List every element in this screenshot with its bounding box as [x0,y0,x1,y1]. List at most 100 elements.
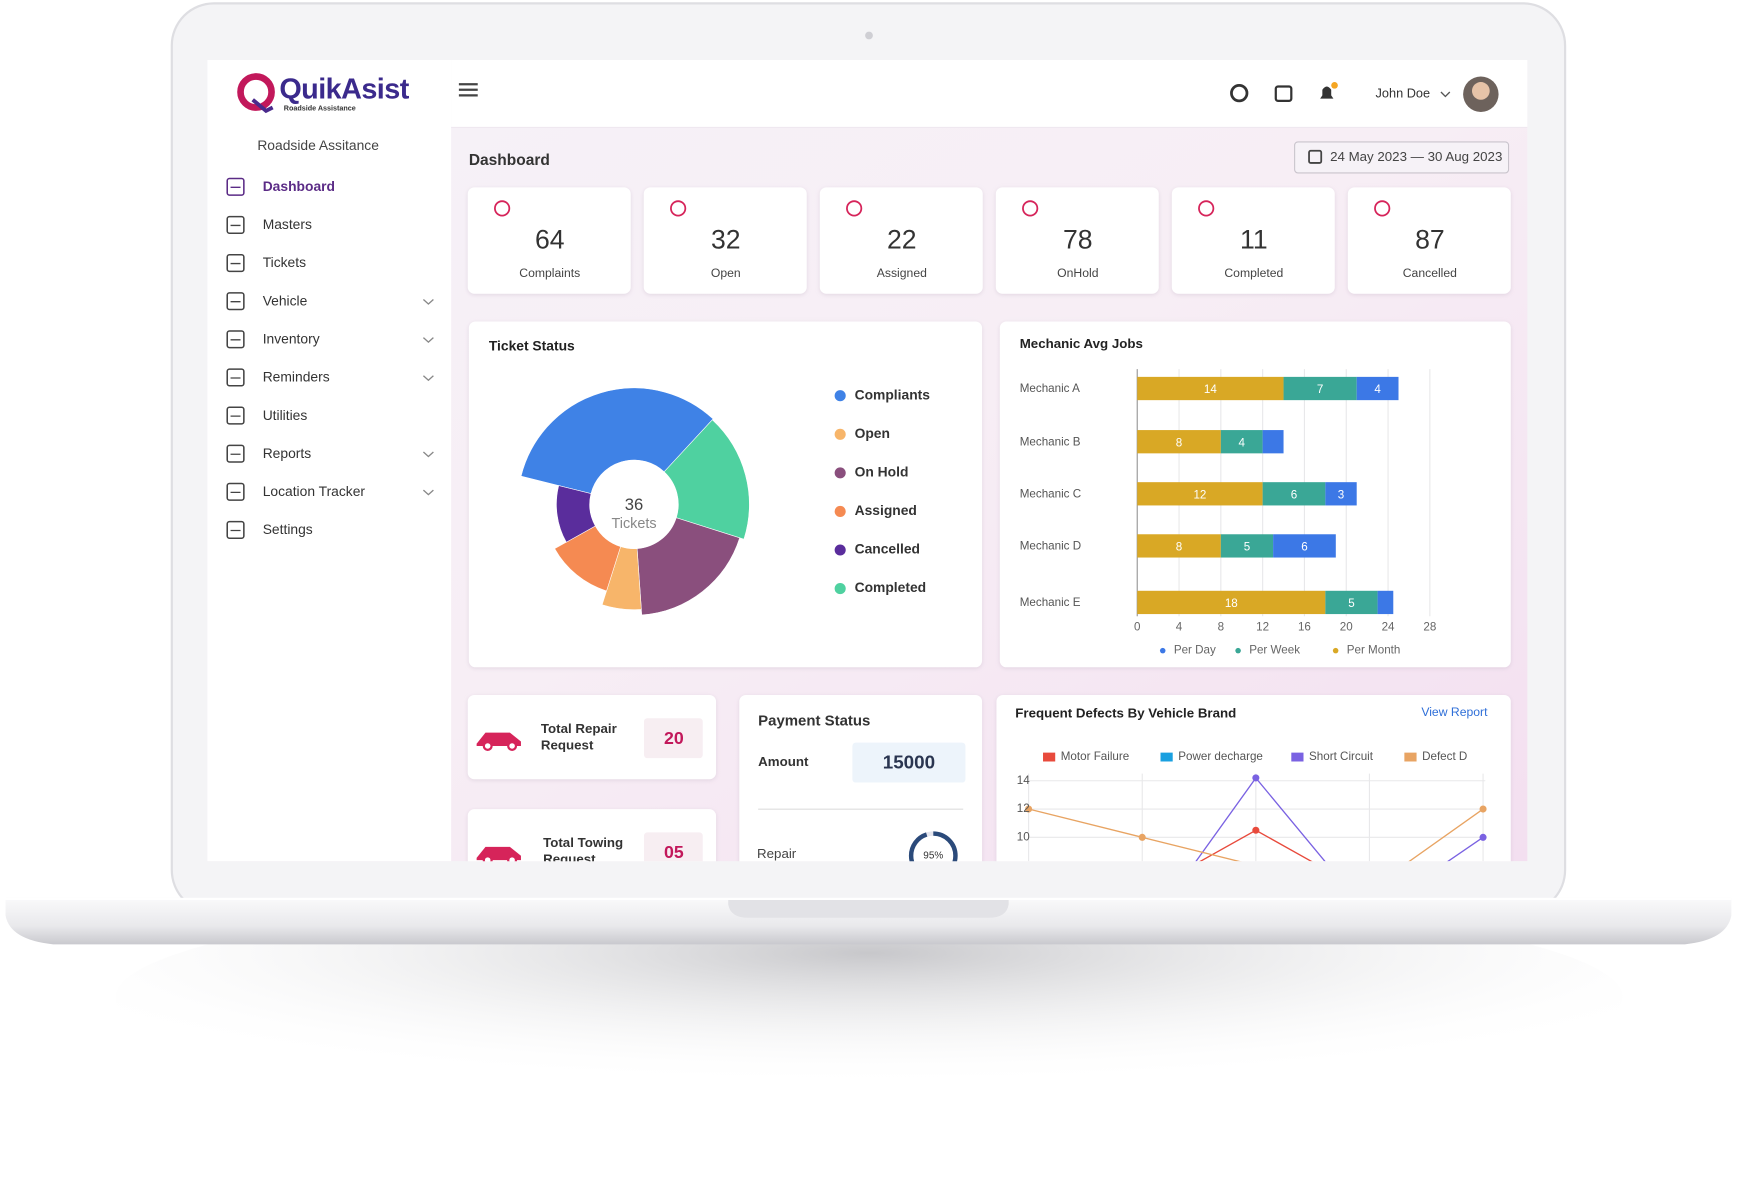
summary-icon-wheel [482,740,493,751]
summary-value: 05 [664,842,684,862]
base-notch [728,900,1009,918]
user-name: John Doe [1376,86,1431,101]
legend-dot [834,467,846,479]
nav-icon [226,330,245,349]
stat-value: 11 [1240,225,1268,255]
legend-dot [1332,647,1339,654]
amount-label: Amount [758,754,809,769]
y-tick-label: Mechanic D [1020,540,1081,553]
legend-label: Power decharge [1178,750,1263,763]
data-label: 12 [1193,489,1206,502]
stat-value: 87 [1415,225,1445,255]
bar-segment [1283,376,1357,401]
y-tick-label: Mechanic C [1020,487,1081,500]
data-label: 6 [1291,489,1297,502]
legend-dot [1159,647,1166,654]
summary-label: Request [541,737,594,752]
stat-icon [1198,200,1215,217]
x-tick-label: 8 [1218,620,1224,633]
nav-icon [226,292,245,311]
nav-item: Utilities [263,407,308,423]
legend-label: Motor Failure [1061,750,1129,763]
data-label: 8 [1176,436,1182,449]
legend-swatch [1291,752,1304,762]
nav-chevron [422,451,434,458]
y-tick-label: Mechanic E [1020,596,1081,609]
stat-card [995,187,1159,294]
series-point [1138,833,1146,841]
nav-item: Reminders [263,369,330,385]
nav-item: Inventory [263,331,320,347]
legend-label: Per Day [1174,644,1216,657]
nav-chevron [422,337,434,343]
data-label: 18 [1225,597,1238,610]
data-label: 5 [1348,597,1354,610]
series-point [1252,826,1260,834]
y-tick-label: Mechanic A [1020,382,1080,395]
stat-label: Assigned [877,266,927,280]
legend-dot [834,505,846,517]
legend-swatch [1043,752,1056,762]
x-tick-label: 20 [1340,620,1353,633]
legend-dot [834,390,846,402]
series-point [1252,774,1260,782]
card-title: Mechanic Avg Jobs [1020,336,1143,351]
card [996,694,1511,862]
logo-mark [237,73,275,111]
stat-icon [670,200,687,217]
legend-label: Cancelled [855,541,920,557]
summary-value-box [643,718,703,759]
summary-value-box [643,832,703,862]
legend-dot [834,428,846,440]
card-title: Frequent Defects By Vehicle Brand [1015,705,1236,720]
legend-label: Per Week [1249,644,1300,657]
date-icon [1308,149,1323,164]
camera [865,31,873,40]
nav-item: Masters [263,216,312,232]
legend-label: Defect D [1422,750,1467,763]
stat-value: 78 [1063,225,1093,255]
card-title: Ticket Status [489,338,575,354]
stat-card [1171,187,1335,294]
legend-label: Short Circuit [1309,750,1374,763]
nav-item: Tickets [263,254,306,270]
summary-icon-wheel [507,740,518,751]
data-label: 5 [1244,541,1250,554]
summary-icon-wheel [507,855,518,862]
nav-chevron [422,299,434,305]
summary-icon-wheel [482,855,493,862]
legend-swatch [1404,752,1417,762]
summary-value: 20 [664,728,684,748]
view-report-link[interactable]: View Report [1421,705,1488,719]
data-label: 6 [1301,541,1307,554]
logo-swoosh [251,98,274,114]
logo-tagline: Roadside Assistance [284,104,356,113]
support-icon [1230,83,1249,103]
y-tick-label: 10 [1017,830,1030,843]
date-range: 24 May 2023 — 30 Aug 2023 [1330,149,1502,164]
data-label: 3 [1338,489,1344,502]
amount-box [852,742,966,783]
data-label: 8 [1176,541,1182,554]
stat-value: 32 [711,225,741,255]
nav-icon [226,253,245,273]
y-tick-label: Mechanic B [1020,435,1081,448]
legend-label: Per Month [1347,644,1401,657]
legend-label: Assigned [855,502,917,518]
sidebar [207,59,452,862]
nav-chevron [422,489,434,496]
nav-item: Dashboard [263,178,335,194]
stat-label: Open [711,266,741,280]
summary-label: Request [543,852,596,867]
stat-label: Cancelled [1403,266,1457,280]
donut-hole [589,460,679,549]
user-chevron [1440,91,1451,98]
bar-segment [1325,590,1378,615]
nav-item: Vehicle [263,292,308,308]
laptop-base [5,897,1732,945]
stat-value: 64 [535,225,565,255]
legend-dot [1235,647,1241,654]
stat-value: 22 [887,225,917,255]
legend-label: On Hold [855,464,909,480]
